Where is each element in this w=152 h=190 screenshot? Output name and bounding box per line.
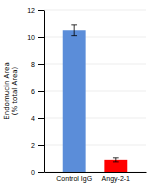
y-tick-mark [38,91,44,92]
error-bar [71,25,77,36]
grid-line [44,10,146,11]
y-tick-label: 12 [27,7,35,14]
bar [104,160,127,172]
x-tick-label: Control IgG [56,175,92,183]
grid-line [44,145,146,146]
chart: 0 2 4 6 8 10 12 Control IgG Angy-2-1 Endomucin Ar… [0,0,152,190]
grid-line [44,91,146,92]
y-tick: 6 [31,88,44,95]
error-bar-cap [71,24,77,25]
y-axis-title-line: (% total Area) [11,66,19,115]
x-tick: Control IgG [56,175,92,183]
bar [63,30,86,172]
x-axis: Control IgG Angy-2-1 [45,173,147,183]
y-axis-line [44,11,45,173]
y-tick-label: 6 [31,88,35,95]
y-tick: 10 [27,34,44,41]
grid-line [44,64,146,65]
x-axis-line [45,172,147,173]
y-tick: 4 [31,115,44,122]
y-tick: 12 [27,7,44,14]
error-bar-stem [115,158,116,162]
y-axis-title-line: Endomucin Area [3,62,11,119]
marks [63,25,128,172]
y-tick-label: 2 [31,142,35,149]
y-tick: 0 [31,169,44,176]
error-bar-cap [71,35,77,36]
error-bar-cap [113,157,119,158]
y-tick-label: 0 [31,169,35,176]
y-axis: 0 2 4 6 8 10 12 [27,7,44,176]
error-bar-cap [113,161,119,162]
y-tick-mark [38,37,44,38]
grid-line [44,37,146,38]
y-tick: 2 [31,142,44,149]
y-tick-label: 8 [31,61,35,68]
y-tick-label: 4 [31,115,35,122]
grid-line [44,172,146,173]
x-tick-label: Angy-2-1 [102,175,131,183]
grid-line [44,118,146,119]
error-bar-stem [74,25,75,36]
y-tick-mark [38,10,44,11]
y-axis-title: Endomucin Area(% total Area) [3,62,19,119]
y-tick: 8 [31,61,44,68]
y-tick-mark [38,118,44,119]
error-bar [113,158,119,162]
x-tick: Angy-2-1 [102,175,131,183]
y-tick-mark [38,64,44,65]
plot: 0 2 4 6 8 10 12 Control IgG Angy-2-1 [27,7,146,183]
y-tick-mark [38,172,44,173]
y-tick-label: 10 [27,34,35,41]
grid [44,10,146,172]
y-tick-mark [38,145,44,146]
